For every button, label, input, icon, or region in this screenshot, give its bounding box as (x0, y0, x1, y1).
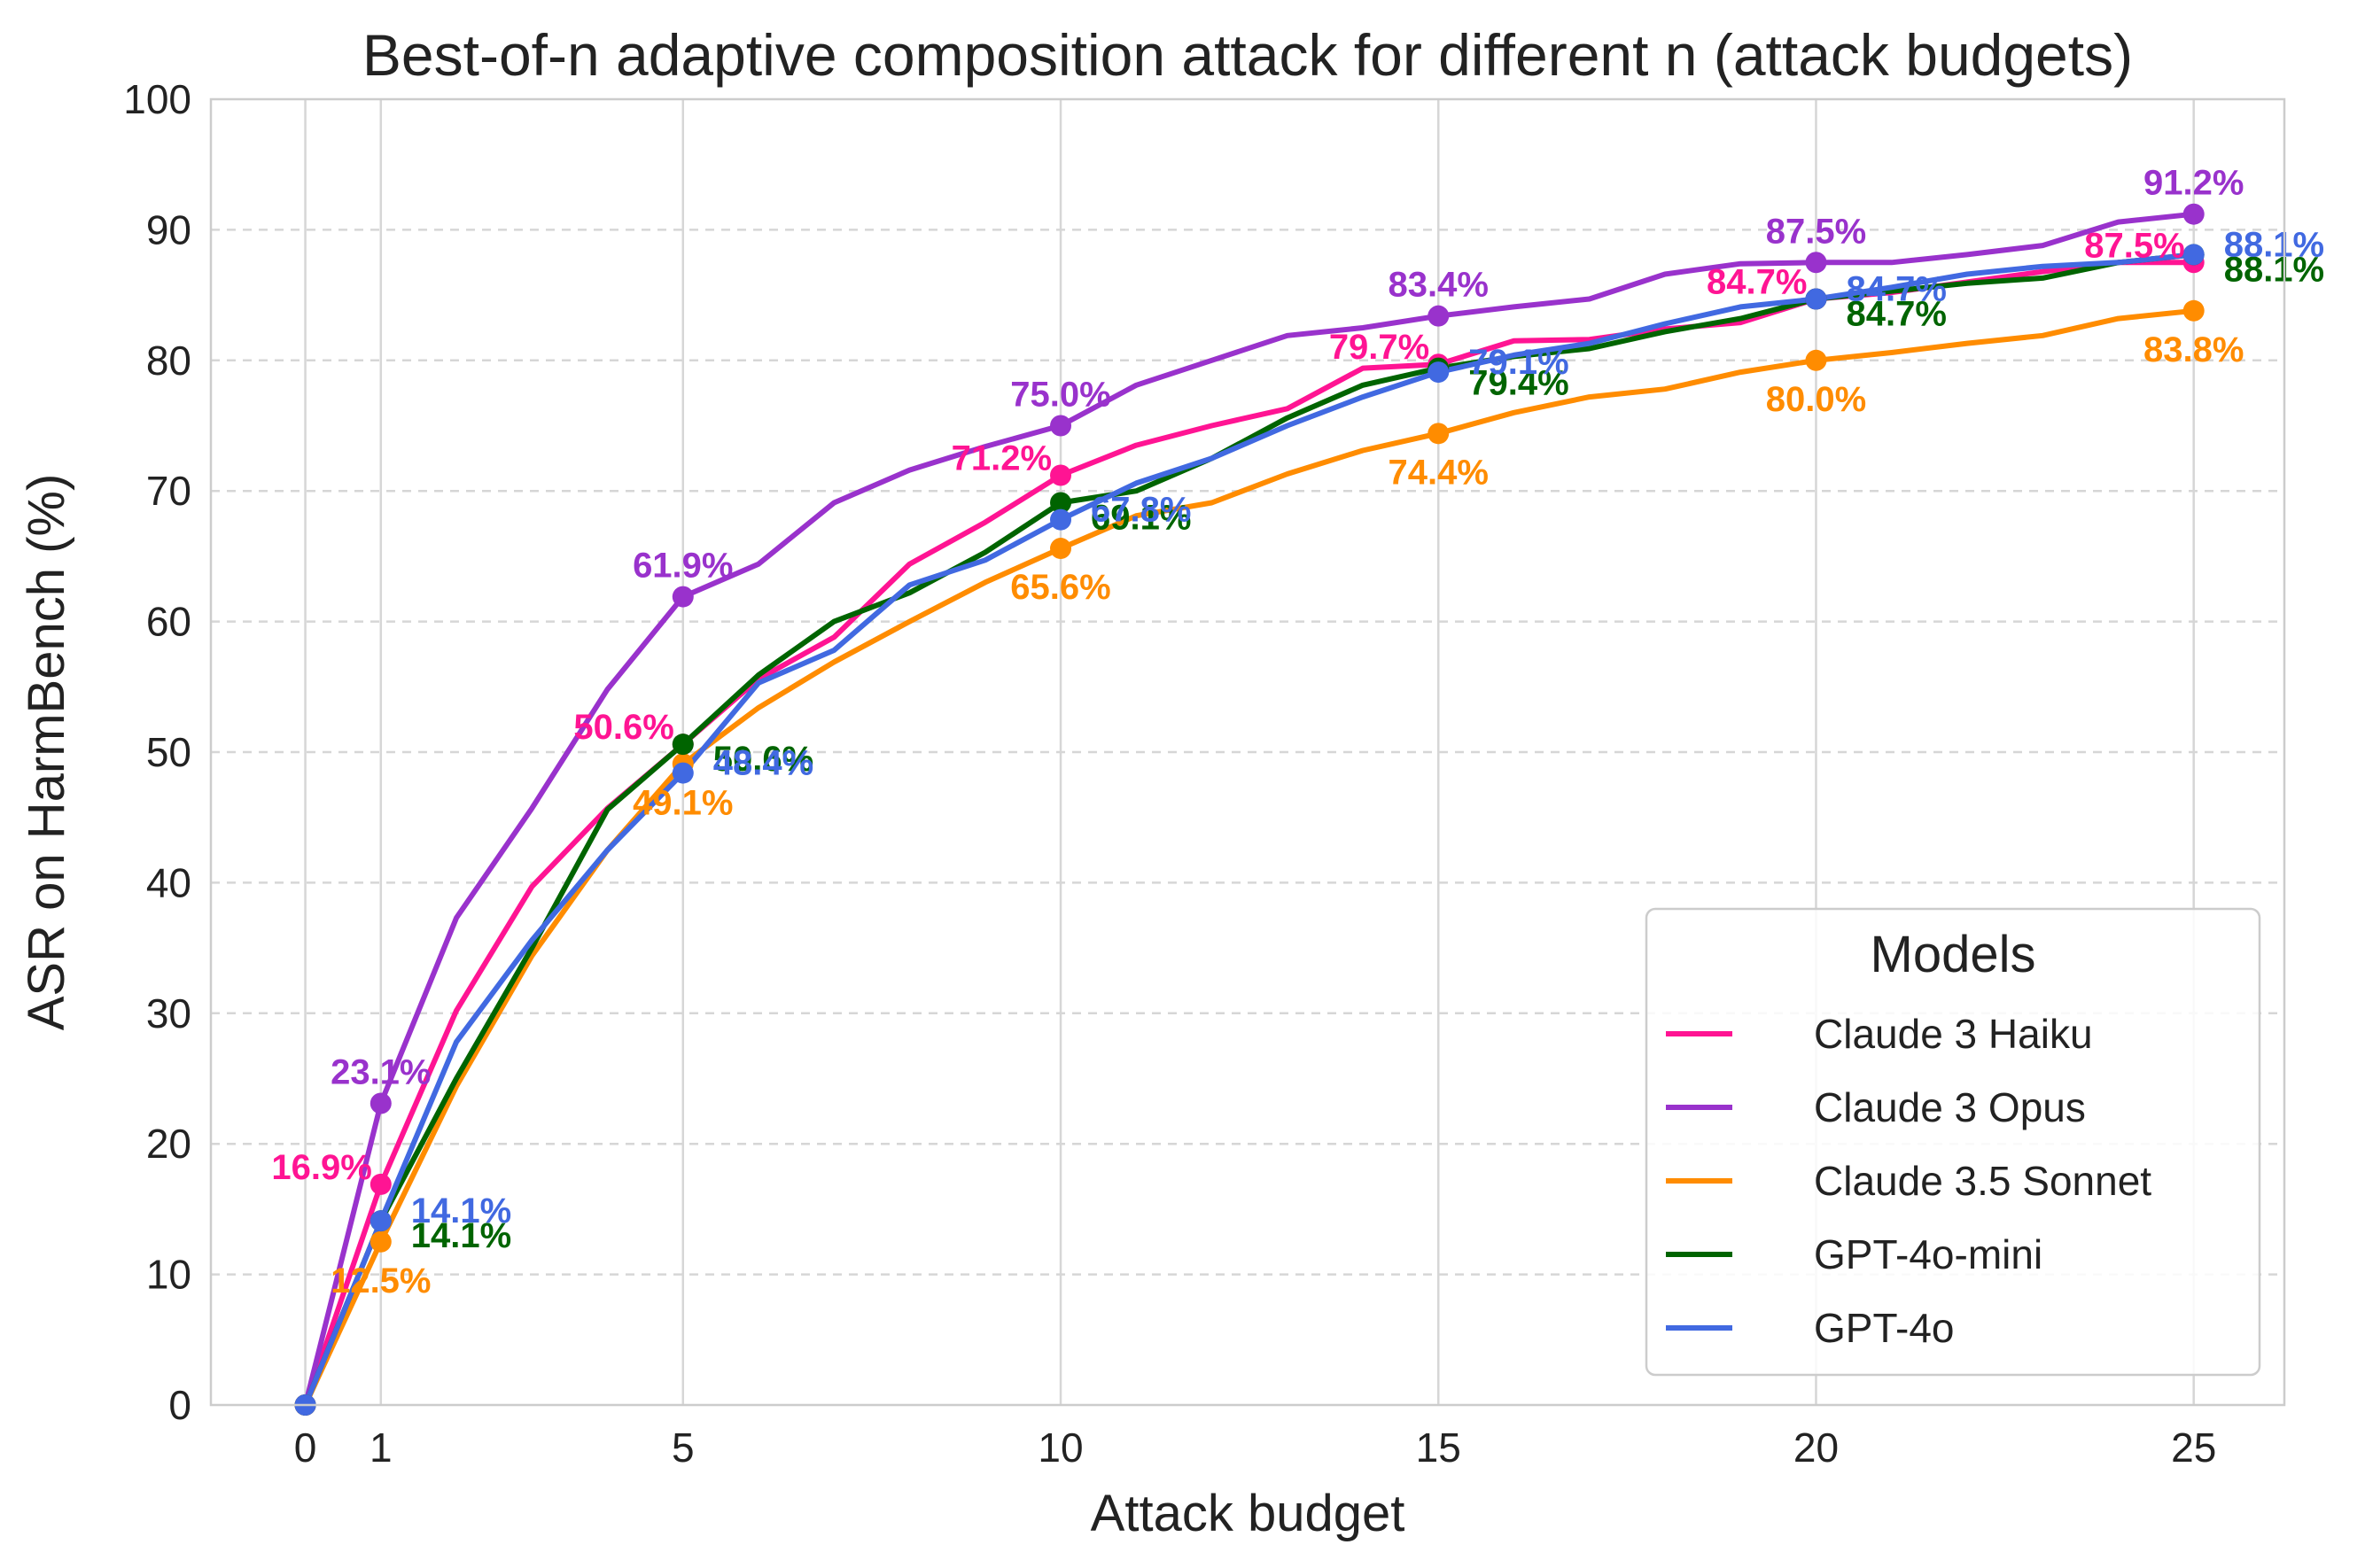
y-tick-label: 20 (146, 1121, 191, 1167)
data-point (672, 586, 694, 608)
data-label: 49.1% (633, 783, 733, 822)
series-lines (302, 211, 2197, 1408)
legend-label: Claude 3.5 Sonnet (1814, 1158, 2151, 1204)
y-tick-label: 0 (168, 1382, 191, 1428)
series-line (302, 211, 2197, 1408)
data-label: 48.4% (713, 744, 813, 783)
data-label: 75.0% (1010, 376, 1110, 415)
data-point (370, 1173, 392, 1195)
plot-frame (209, 97, 2286, 1407)
y-tick-label: 30 (146, 990, 191, 1036)
legend-label: Claude 3 Haiku (1814, 1011, 2093, 1057)
data-label: 50.6% (573, 708, 673, 747)
data-point (1805, 252, 1827, 274)
data-point (370, 1230, 392, 1253)
data-point (2182, 299, 2205, 322)
data-label: 83.4% (1389, 266, 1489, 305)
data-point (1050, 508, 1072, 531)
data-point (1805, 288, 1827, 310)
data-label: 88.1% (2224, 250, 2324, 289)
data-label: 79.4% (1468, 364, 1568, 403)
data-label: 69.1% (1091, 498, 1191, 537)
data-label: 88.1% (2224, 225, 2324, 264)
x-tick-label: 10 (1038, 1424, 1083, 1471)
y-tick-label: 100 (123, 76, 191, 122)
y-axis-label: ASR on HarmBench (%) (18, 474, 75, 1031)
data-label: 80.0% (1766, 380, 1866, 419)
data-label: 84.7% (1707, 263, 1807, 302)
data-point (1050, 415, 1072, 437)
legend-items: Claude 3 Haiku Claude 3 Opus Claude 3.5 So… (1666, 1011, 2151, 1351)
y-tick-label: 80 (146, 338, 191, 384)
x-tick-label: 15 (1416, 1424, 1461, 1471)
data-point (370, 1092, 392, 1114)
data-point (2182, 203, 2205, 225)
y-tick-label: 90 (146, 206, 191, 252)
data-point (1428, 305, 1450, 327)
x-tick-label: 0 (294, 1424, 317, 1471)
series-line (302, 252, 2197, 1408)
y-tick-label: 50 (146, 729, 191, 775)
legend-box (1645, 907, 2261, 1377)
data-point (1050, 492, 1072, 514)
data-label: 61.9% (633, 547, 733, 586)
data-point (2182, 244, 2205, 266)
data-label: 84.7% (1846, 270, 1946, 309)
data-point (672, 734, 694, 756)
data-point (672, 762, 694, 784)
y-tick-label: 60 (146, 599, 191, 645)
legend-label: Claude 3 Opus (1814, 1084, 2086, 1130)
x-tick-label: 1 (370, 1424, 393, 1471)
data-point (370, 1210, 392, 1232)
data-point (1050, 464, 1072, 486)
data-label: 83.8% (2143, 330, 2244, 369)
data-point (1050, 538, 1072, 560)
data-point (1805, 349, 1827, 371)
data-label: 87.5% (2084, 226, 2184, 265)
data-label: 87.5% (1766, 212, 1866, 251)
data-point (1428, 361, 1450, 384)
legend-label: GPT-4o-mini (1814, 1231, 2042, 1277)
x-tick-label: 25 (2171, 1424, 2216, 1471)
data-label: 91.2% (2143, 164, 2244, 203)
data-label: 67.8% (1091, 491, 1191, 530)
series-markers (294, 203, 2205, 1416)
data-label: 79.7% (1329, 328, 1429, 367)
y-tick-label: 10 (146, 1252, 191, 1298)
data-label: 65.6% (1010, 568, 1110, 607)
legend-label: GPT-4o (1814, 1305, 1955, 1351)
data-label: 74.4% (1389, 453, 1489, 492)
data-label: 12.5% (331, 1261, 431, 1300)
x-axis-label: Attack budget (1091, 1485, 1405, 1542)
data-label: 14.1% (411, 1216, 511, 1255)
data-labels: 16.9% 50.6% 71.2% 79.7% 84.7% 87.5% 23.1% 61.9%… (271, 164, 2324, 1300)
data-label: 23.1% (331, 1053, 431, 1092)
x-tick-label: 20 (1793, 1424, 1839, 1471)
data-label: 50.6% (713, 740, 813, 779)
data-label: 14.1% (411, 1192, 511, 1230)
data-label: 84.7% (1846, 295, 1946, 334)
data-label: 79.1% (1468, 343, 1568, 382)
data-label: 16.9% (271, 1148, 371, 1187)
series-line (302, 252, 2197, 1408)
y-tick-label: 70 (146, 468, 191, 514)
data-label: 71.2% (952, 439, 1052, 478)
data-point (1428, 423, 1450, 445)
chart-title: Best-of-n adaptive composition attack fo… (362, 22, 2133, 88)
legend-title: Models (1871, 926, 2036, 983)
y-tick-label: 40 (146, 859, 191, 905)
x-tick-label: 5 (672, 1424, 695, 1471)
